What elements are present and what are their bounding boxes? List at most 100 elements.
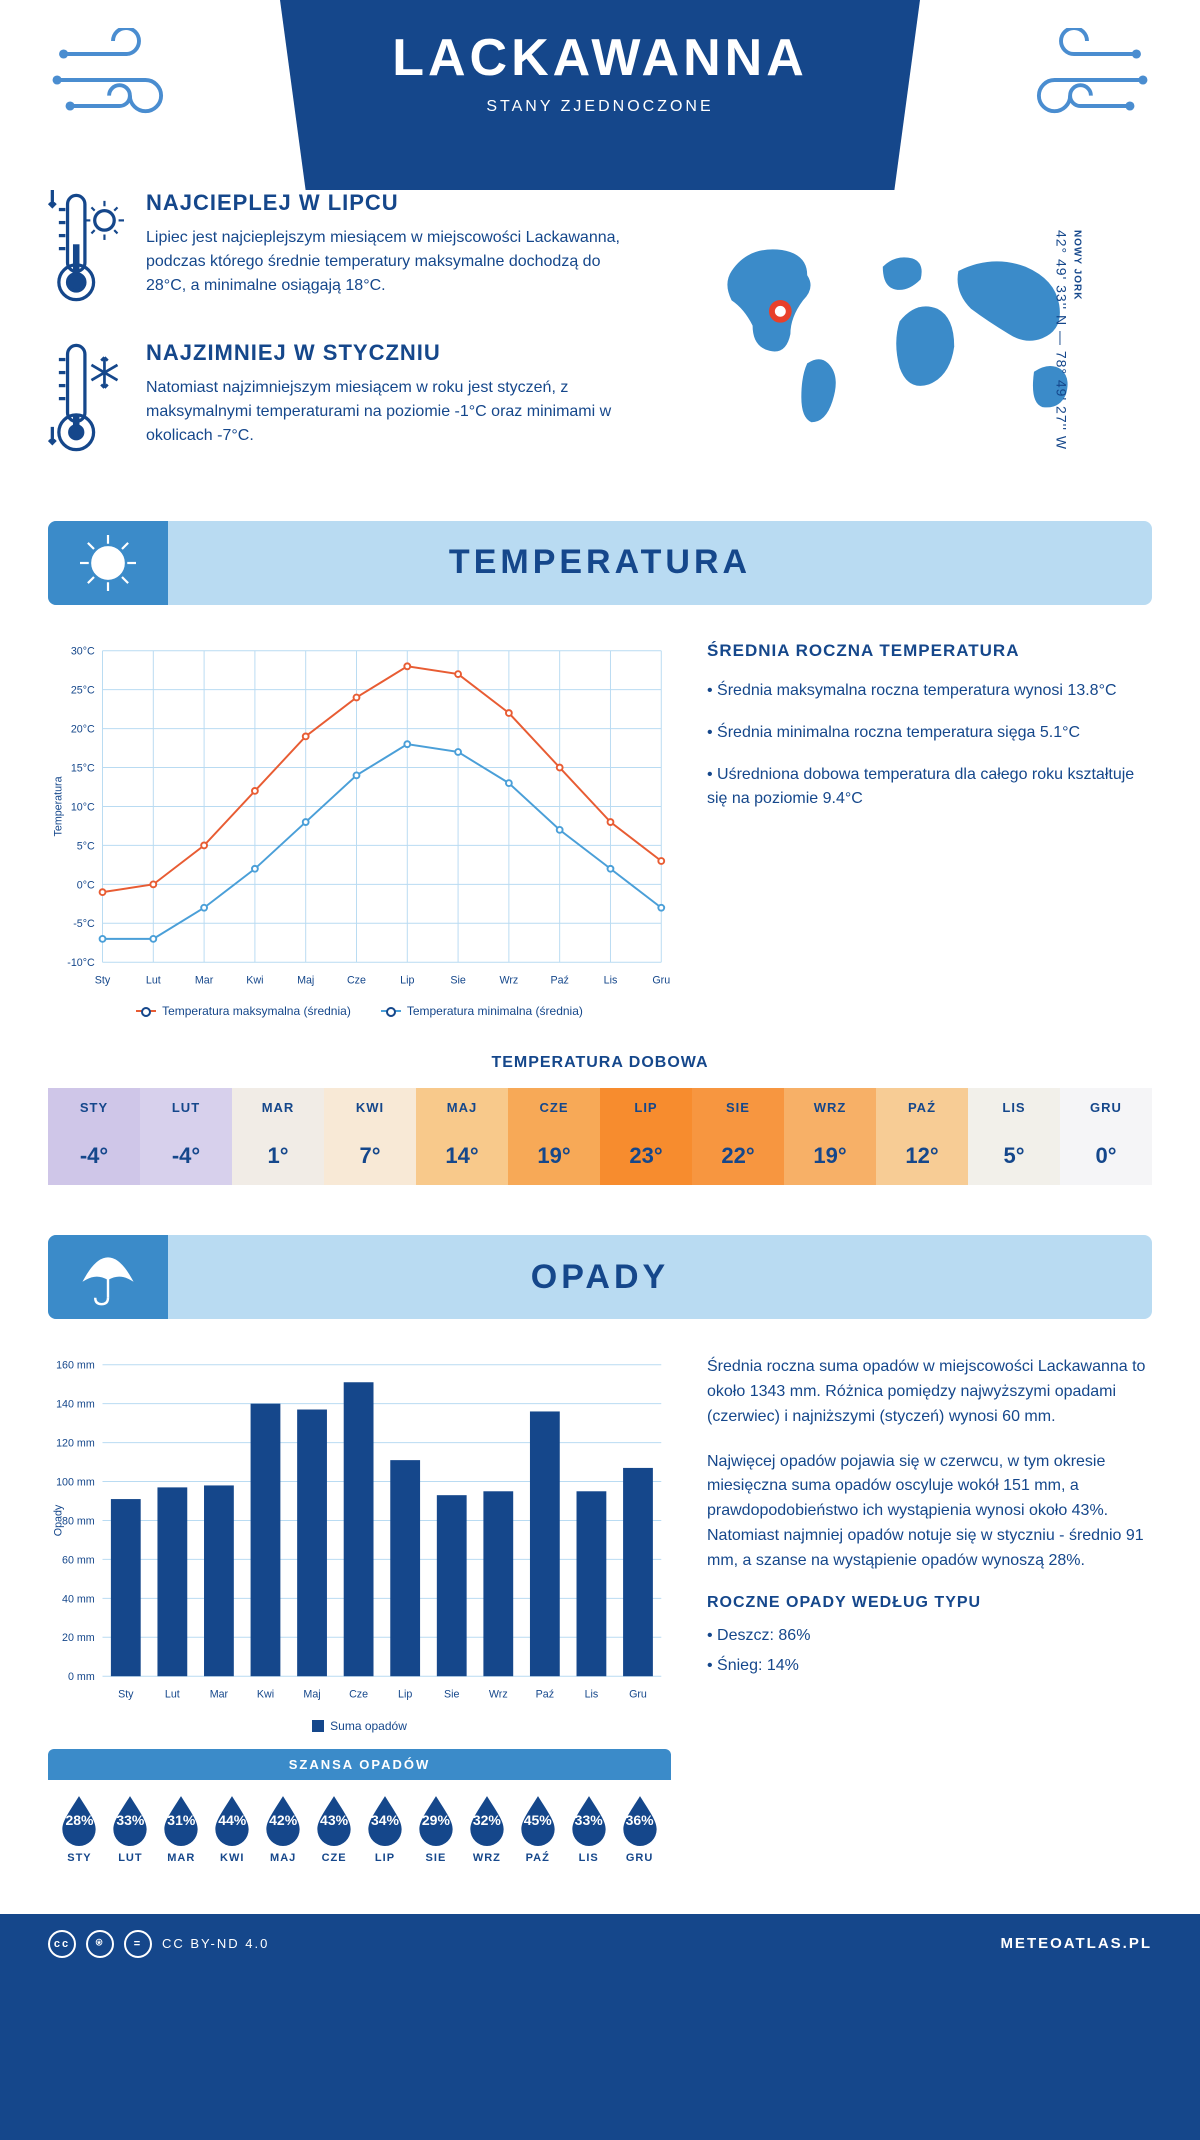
precip-section-header: OPADY (48, 1235, 1152, 1319)
chance-cell: 28%STY (56, 1794, 103, 1864)
chance-cell: 32%WRZ (463, 1794, 510, 1864)
site-name: METEOATLAS.PL (1000, 1935, 1152, 1952)
daily-cell: CZE19° (508, 1088, 600, 1185)
svg-text:Lut: Lut (146, 974, 161, 986)
precip-legend-label: Suma opadów (330, 1719, 407, 1733)
daily-temp-heading: TEMPERATURA DOBOWA (48, 1054, 1152, 1072)
coordinates: NOWY JORK 42° 49' 33'' N — 78° 49' 27'' … (1053, 230, 1082, 450)
yearly-type-heading: ROCZNE OPADY WEDŁUG TYPU (707, 1594, 1152, 1612)
svg-text:Cze: Cze (349, 1689, 368, 1701)
svg-text:Temperatura: Temperatura (53, 776, 65, 836)
wind-icon-right (1022, 28, 1152, 138)
svg-text:-10°C: -10°C (67, 957, 95, 969)
svg-text:Lis: Lis (585, 1689, 599, 1701)
svg-text:20 mm: 20 mm (62, 1632, 95, 1644)
svg-text:Cze: Cze (347, 974, 366, 986)
warmest-title: NAJCIEPLEJ W LIPCU (146, 190, 634, 216)
chance-cell: 33%LUT (107, 1794, 154, 1864)
daily-cell: SIE22° (692, 1088, 784, 1185)
svg-text:Paź: Paź (536, 1689, 554, 1701)
svg-text:Opady: Opady (53, 1504, 65, 1536)
daily-cell: LIS5° (968, 1088, 1060, 1185)
chance-cell: 34%LIP (362, 1794, 409, 1864)
daily-temp-table: STY-4°LUT-4°MAR1°KWI7°MAJ14°CZE19°LIP23°… (48, 1088, 1152, 1185)
svg-text:-5°C: -5°C (73, 918, 95, 930)
yearly-rain: • Deszcz: 86% (707, 1624, 1152, 1649)
svg-text:Lut: Lut (165, 1689, 180, 1701)
wind-icon-left (48, 28, 178, 138)
by-icon: ⍟ (86, 1930, 114, 1958)
annual-temp-p3: • Uśredniona dobowa temperatura dla całe… (707, 763, 1152, 811)
daily-cell: PAŹ12° (876, 1088, 968, 1185)
precip-legend: Suma opadów (48, 1719, 671, 1733)
state-label: NOWY JORK (1071, 230, 1082, 450)
chance-row: 28%STY33%LUT31%MAR44%KWI42%MAJ43%CZE34%L… (48, 1780, 671, 1874)
svg-text:30°C: 30°C (71, 645, 95, 657)
coords-text: 42° 49' 33'' N — 78° 49' 27'' W (1053, 230, 1069, 450)
chance-heading: SZANSA OPADÓW (48, 1749, 671, 1780)
warmest-block: NAJCIEPLEJ W LIPCU Lipiec jest najcieple… (48, 190, 634, 314)
svg-text:Lip: Lip (398, 1689, 412, 1701)
daily-cell: KWI7° (324, 1088, 416, 1185)
license-text: CC BY-ND 4.0 (162, 1936, 269, 1951)
svg-text:Wrz: Wrz (489, 1689, 508, 1701)
title-banner: LACKAWANNA STANY ZJEDNOCZONE (280, 0, 920, 190)
svg-text:Maj: Maj (303, 1689, 320, 1701)
annual-temp-heading: ŚREDNIA ROCZNA TEMPERATURA (707, 641, 1152, 661)
svg-text:20°C: 20°C (71, 723, 95, 735)
svg-text:Sty: Sty (95, 974, 111, 986)
annual-temp-p1: • Średnia maksymalna roczna temperatura … (707, 679, 1152, 703)
sun-icon (48, 521, 168, 605)
svg-text:Gru: Gru (652, 974, 670, 986)
chance-cell: 31%MAR (158, 1794, 205, 1864)
chance-cell: 42%MAJ (260, 1794, 307, 1864)
daily-cell: STY-4° (48, 1088, 140, 1185)
svg-text:80 mm: 80 mm (62, 1516, 95, 1528)
daily-cell: WRZ19° (784, 1088, 876, 1185)
warmest-text: Lipiec jest najcieplejszym miesiącem w m… (146, 226, 634, 298)
daily-cell: MAR1° (232, 1088, 324, 1185)
svg-text:100 mm: 100 mm (56, 1477, 95, 1489)
precipitation-bar-chart: 0 mm20 mm40 mm60 mm80 mm100 mm120 mm140 … (48, 1355, 671, 1705)
svg-text:Mar: Mar (195, 974, 214, 986)
temperature-line-chart: -10°C-5°C0°C5°C10°C15°C20°C25°C30°CStyLu… (48, 641, 671, 991)
legend-max-label: Temperatura maksymalna (średnia) (162, 1004, 351, 1018)
precip-heading: OPADY (531, 1258, 669, 1297)
page-subtitle: STANY ZJEDNOCZONE (280, 98, 920, 116)
svg-text:Lis: Lis (604, 974, 618, 986)
svg-text:Sie: Sie (450, 974, 466, 986)
yearly-snow: • Śnieg: 14% (707, 1654, 1152, 1679)
svg-text:Kwi: Kwi (257, 1689, 274, 1701)
svg-text:Kwi: Kwi (246, 974, 263, 986)
svg-text:5°C: 5°C (77, 840, 95, 852)
svg-text:120 mm: 120 mm (56, 1438, 95, 1450)
svg-text:15°C: 15°C (71, 762, 95, 774)
svg-text:Mar: Mar (210, 1689, 229, 1701)
legend-min-label: Temperatura minimalna (średnia) (407, 1004, 583, 1018)
umbrella-icon (48, 1235, 168, 1319)
coldest-title: NAJZIMNIEJ W STYCZNIU (146, 340, 634, 366)
temp-heading: TEMPERATURA (449, 543, 751, 582)
svg-text:140 mm: 140 mm (56, 1399, 95, 1411)
chance-cell: 45%PAŹ (514, 1794, 561, 1864)
svg-text:Maj: Maj (297, 974, 314, 986)
temp-legend: Temperatura maksymalna (średnia) Tempera… (48, 1004, 671, 1018)
thermometer-hot-icon (48, 190, 128, 314)
daily-cell: GRU0° (1060, 1088, 1152, 1185)
coldest-text: Natomiast najzimniejszym miesiącem w rok… (146, 376, 634, 448)
coldest-block: NAJZIMNIEJ W STYCZNIU Natomiast najzimni… (48, 340, 634, 464)
svg-text:0 mm: 0 mm (68, 1671, 95, 1683)
chance-cell: 29%SIE (412, 1794, 459, 1864)
svg-text:60 mm: 60 mm (62, 1555, 95, 1567)
svg-text:Gru: Gru (629, 1689, 647, 1701)
license-block: cc ⍟ = CC BY-ND 4.0 (48, 1930, 269, 1958)
footer: cc ⍟ = CC BY-ND 4.0 METEOATLAS.PL (0, 1914, 1200, 1974)
temp-section-header: TEMPERATURA (48, 521, 1152, 605)
annual-temp-p2: • Średnia minimalna roczna temperatura s… (707, 721, 1152, 745)
cc-icon: cc (48, 1930, 76, 1958)
svg-text:10°C: 10°C (71, 801, 95, 813)
svg-text:Sie: Sie (444, 1689, 460, 1701)
page-title: LACKAWANNA (280, 28, 920, 88)
svg-text:Paź: Paź (550, 974, 568, 986)
svg-text:Wrz: Wrz (499, 974, 518, 986)
